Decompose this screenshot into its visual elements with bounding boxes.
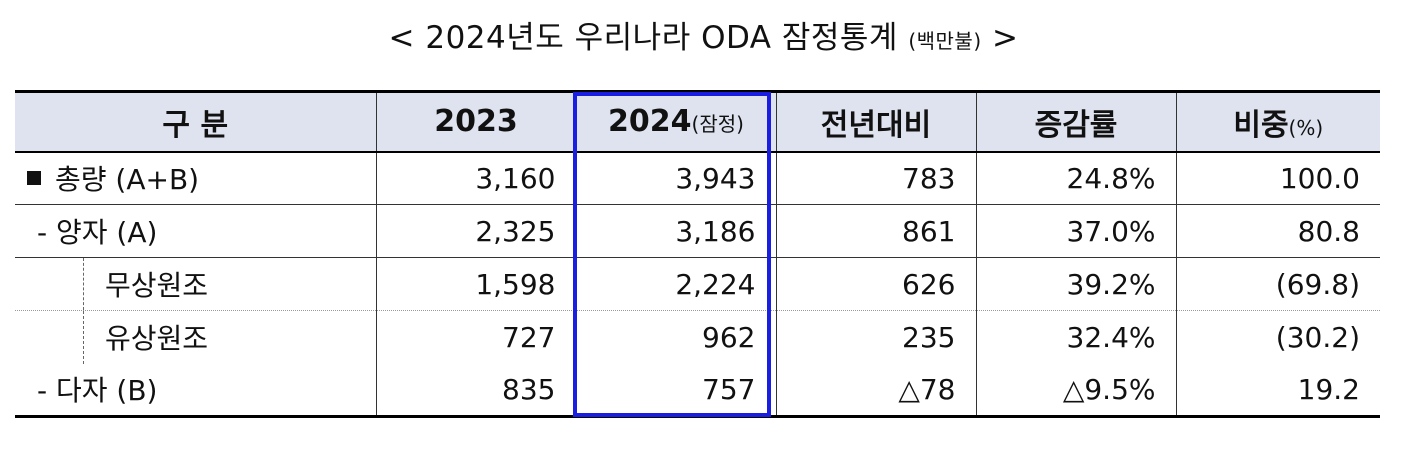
cell-2024: 3,943 [575,151,776,205]
cell-share: 80.8 [1175,204,1380,258]
cell-rate: △9.5% [975,363,1176,418]
cell-rate: 39.2% [975,257,1176,311]
oda-table-container: 구 분 2023 2024(잠정) 전년대비 증감률 비중(%) 총량 (A+B… [15,90,1380,418]
cell-2024: 2,224 [575,257,776,311]
table-row-grant: 무상원조 1,598 2,224 626 39.2% (69.8) [15,257,1380,311]
cell-diff: △78 [775,363,976,418]
cell-rate: 24.8% [975,151,1176,205]
page-title: < 2024년도 우리나라 ODA 잠정통계 (백만불) > [0,12,1407,57]
cell-share: (69.8) [1175,257,1380,311]
header-rate: 증감률 [975,90,1176,153]
cell-diff: 861 [775,204,976,258]
cell-2023: 1,598 [375,257,576,311]
cell-2023: 2,325 [375,204,576,258]
cell-share: 100.0 [1175,151,1380,205]
title-main: < 2024년도 우리나라 ODA 잠정통계 [388,20,898,56]
header-share-unit: (%) [1288,115,1324,140]
header-2024-note: (잠정) [691,112,744,137]
header-share: 비중(%) [1175,90,1380,153]
table-row-total: 총량 (A+B) 3,160 3,943 783 24.8% 100.0 [15,151,1380,205]
header-yoy: 전년대비 [775,90,976,153]
cell-2024: 3,186 [575,204,776,258]
header-category: 구 분 [15,90,376,153]
cell-rate: 32.4% [975,310,1176,364]
cell-share: (30.2) [1175,310,1380,364]
table-row-loan: 유상원조 727 962 235 32.4% (30.2) [15,310,1380,364]
row-label: - 양자 (A) [15,204,376,258]
cell-2023: 727 [375,310,576,364]
cell-2024: 962 [575,310,776,364]
header-2024: 2024(잠정) [575,90,776,153]
cell-2023: 3,160 [375,151,576,205]
row-label: 무상원조 [15,257,376,311]
square-bullet-icon [27,171,41,186]
title-end: > [991,20,1019,56]
table-row-bilateral: - 양자 (A) 2,325 3,186 861 37.0% 80.8 [15,204,1380,258]
cell-share: 19.2 [1175,363,1380,418]
title-unit: (백만불) [908,29,982,53]
row-label: 유상원조 [15,310,376,364]
row-label: - 다자 (B) [15,363,376,418]
cell-rate: 37.0% [975,204,1176,258]
cell-diff: 235 [775,310,976,364]
cell-2024: 757 [575,363,776,418]
header-2023: 2023 [375,90,576,153]
oda-stats-table: 구 분 2023 2024(잠정) 전년대비 증감률 비중(%) 총량 (A+B… [15,90,1380,418]
cell-2023: 835 [375,363,576,418]
row-label: 총량 (A+B) [15,151,376,205]
table-row-multilateral: - 다자 (B) 835 757 △78 △9.5% 19.2 [15,363,1380,418]
header-row: 구 분 2023 2024(잠정) 전년대비 증감률 비중(%) [15,90,1380,153]
cell-diff: 783 [775,151,976,205]
cell-diff: 626 [775,257,976,311]
